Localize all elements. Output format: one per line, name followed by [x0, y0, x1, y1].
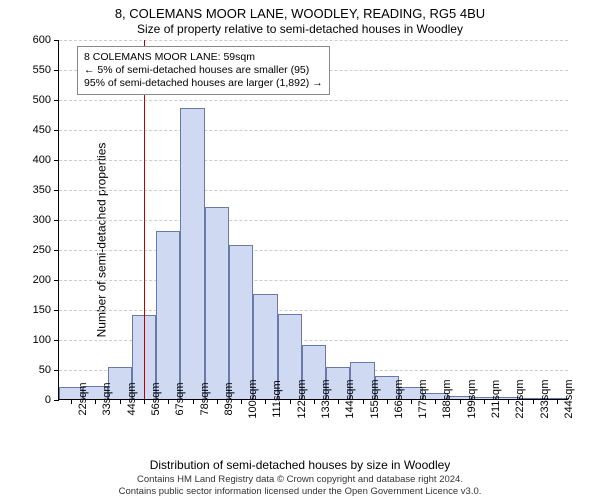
- xtick-label: 33sqm: [95, 382, 113, 415]
- ytick-label: 100: [33, 334, 59, 346]
- gridline: [59, 310, 568, 311]
- xtick-label: 244sqm: [557, 379, 575, 418]
- xtick-label: 22sqm: [71, 382, 89, 415]
- xtick-label: 133sqm: [314, 379, 332, 418]
- xtick-label: 67sqm: [168, 382, 186, 415]
- ytick-label: 0: [45, 394, 59, 406]
- chart-subtitle: Size of property relative to semi-detach…: [0, 22, 600, 36]
- ytick-label: 600: [33, 34, 59, 46]
- xtick-label: 56sqm: [144, 382, 162, 415]
- gridline: [59, 250, 568, 251]
- ytick-label: 250: [33, 244, 59, 256]
- gridline: [59, 100, 568, 101]
- xtick-label: 111sqm: [265, 380, 283, 418]
- plot-area: 05010015020025030035040045050055060022sq…: [58, 40, 568, 400]
- xtick-label: 100sqm: [241, 379, 259, 418]
- annotation-line: 95% of semi-detached houses are larger (…: [84, 77, 323, 90]
- histogram-bar: [205, 207, 229, 399]
- xtick-label: 222sqm: [508, 379, 526, 418]
- xtick-label: 44sqm: [120, 382, 138, 415]
- ytick-label: 150: [33, 304, 59, 316]
- xtick-label: 211sqm: [484, 380, 502, 418]
- footer-line-1: Contains HM Land Registry data © Crown c…: [0, 474, 600, 485]
- xtick-label: 233sqm: [533, 379, 551, 418]
- ytick-label: 200: [33, 274, 59, 286]
- annotation-line: 8 COLEMANS MOOR LANE: 59sqm: [84, 51, 323, 64]
- ytick-label: 550: [33, 64, 59, 76]
- ytick-label: 300: [33, 214, 59, 226]
- histogram-bar: [229, 245, 253, 399]
- xtick-label: 78sqm: [193, 382, 211, 415]
- chart-title: 8, COLEMANS MOOR LANE, WOODLEY, READING,…: [0, 6, 600, 21]
- annotation-line: ← 5% of semi-detached houses are smaller…: [84, 64, 323, 77]
- xtick-label: 188sqm: [435, 379, 453, 418]
- annotation-box: 8 COLEMANS MOOR LANE: 59sqm← 5% of semi-…: [77, 46, 330, 95]
- gridline: [59, 280, 568, 281]
- xtick-label: 166sqm: [387, 379, 405, 418]
- xtick-label: 199sqm: [460, 379, 478, 418]
- ytick-label: 400: [33, 154, 59, 166]
- chart-container: 8, COLEMANS MOOR LANE, WOODLEY, READING,…: [0, 0, 600, 500]
- gridline: [59, 40, 568, 41]
- xtick-label: 155sqm: [363, 379, 381, 418]
- gridline: [59, 130, 568, 131]
- footer-attribution: Contains HM Land Registry data © Crown c…: [0, 474, 600, 497]
- gridline: [59, 160, 568, 161]
- gridline: [59, 190, 568, 191]
- gridline: [59, 220, 568, 221]
- ytick-label: 500: [33, 94, 59, 106]
- ytick-label: 450: [33, 124, 59, 136]
- xtick-label: 177sqm: [411, 379, 429, 418]
- ytick-label: 50: [39, 364, 59, 376]
- x-axis-label: Distribution of semi-detached houses by …: [0, 458, 600, 472]
- footer-line-2: Contains public sector information licen…: [0, 486, 600, 497]
- xtick-label: 122sqm: [290, 379, 308, 418]
- ytick-label: 350: [33, 184, 59, 196]
- xtick-label: 144sqm: [338, 379, 356, 418]
- histogram-bar: [180, 108, 204, 399]
- histogram-bar: [156, 231, 180, 399]
- xtick-label: 89sqm: [217, 382, 235, 415]
